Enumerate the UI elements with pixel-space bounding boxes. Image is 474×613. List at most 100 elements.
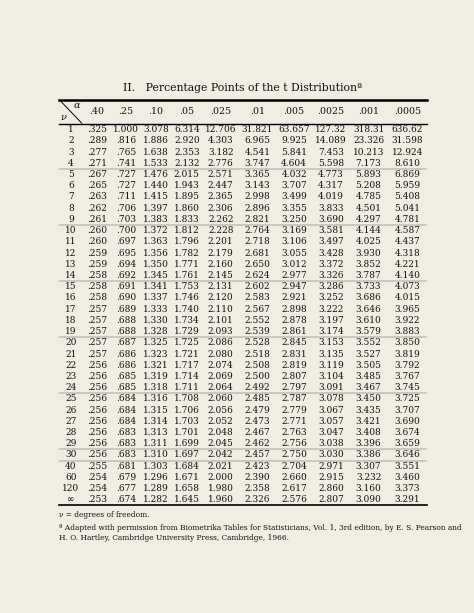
Text: 2.074: 2.074 <box>208 360 234 370</box>
Text: 8: 8 <box>68 204 74 213</box>
Text: 1.761: 1.761 <box>174 271 200 280</box>
Text: .727: .727 <box>116 170 136 179</box>
Text: 1.796: 1.796 <box>174 237 200 246</box>
Text: 2.528: 2.528 <box>245 338 270 348</box>
Text: .256: .256 <box>87 394 107 403</box>
Text: 1.703: 1.703 <box>174 417 200 426</box>
Text: .0005: .0005 <box>394 107 421 116</box>
Text: .256: .256 <box>87 372 107 381</box>
Text: 3.850: 3.850 <box>394 338 420 348</box>
Text: .256: .256 <box>87 360 107 370</box>
Text: 2.447: 2.447 <box>208 181 234 190</box>
Text: 2.787: 2.787 <box>281 394 307 403</box>
Text: 3.579: 3.579 <box>356 327 382 336</box>
Text: 4.501: 4.501 <box>356 204 382 213</box>
Text: 5.841: 5.841 <box>281 148 307 156</box>
Text: 2.756: 2.756 <box>281 440 307 448</box>
Text: .256: .256 <box>87 451 107 460</box>
Text: 2.093: 2.093 <box>208 327 234 336</box>
Text: 1.812: 1.812 <box>174 226 200 235</box>
Text: 3.106: 3.106 <box>281 237 307 246</box>
Text: 3.499: 3.499 <box>281 192 307 202</box>
Text: 2.947: 2.947 <box>281 282 307 291</box>
Text: 25: 25 <box>65 394 77 403</box>
Text: 1.638: 1.638 <box>143 148 169 156</box>
Text: 3.153: 3.153 <box>318 338 344 348</box>
Text: 1.314: 1.314 <box>143 417 169 426</box>
Text: 3.767: 3.767 <box>394 372 420 381</box>
Text: 2.567: 2.567 <box>245 305 270 314</box>
Text: .10: .10 <box>148 107 164 116</box>
Text: 1.313: 1.313 <box>143 428 169 437</box>
Text: 2.617: 2.617 <box>281 484 307 493</box>
Text: 1.383: 1.383 <box>143 215 169 224</box>
Text: 4.785: 4.785 <box>356 192 382 202</box>
Text: .684: .684 <box>116 417 136 426</box>
Text: 1.282: 1.282 <box>143 495 169 504</box>
Text: 2.921: 2.921 <box>282 294 307 302</box>
Text: 2.571: 2.571 <box>208 170 234 179</box>
Text: 1.895: 1.895 <box>174 192 200 202</box>
Text: .694: .694 <box>116 260 136 268</box>
Text: 1.697: 1.697 <box>174 451 200 460</box>
Text: 3.286: 3.286 <box>318 282 344 291</box>
Text: 2.508: 2.508 <box>245 360 270 370</box>
Text: 2.179: 2.179 <box>208 248 234 257</box>
Text: .765: .765 <box>116 148 136 156</box>
Text: .690: .690 <box>116 294 136 302</box>
Text: 1.310: 1.310 <box>143 451 169 460</box>
Text: 3.460: 3.460 <box>394 473 420 482</box>
Text: 1.397: 1.397 <box>143 204 169 213</box>
Text: 2.763: 2.763 <box>282 428 307 437</box>
Text: 2.000: 2.000 <box>208 473 234 482</box>
Text: 2.998: 2.998 <box>245 192 270 202</box>
Text: 2.365: 2.365 <box>208 192 234 202</box>
Text: 30: 30 <box>65 451 76 460</box>
Text: .674: .674 <box>116 495 136 504</box>
Text: 3.745: 3.745 <box>394 383 420 392</box>
Text: 23.326: 23.326 <box>353 136 384 145</box>
Text: .257: .257 <box>87 305 107 314</box>
Text: .256: .256 <box>87 383 107 392</box>
Text: 2.021: 2.021 <box>208 462 234 471</box>
Text: .258: .258 <box>87 271 107 280</box>
Text: 3.160: 3.160 <box>356 484 382 493</box>
Text: ν: ν <box>60 113 66 122</box>
Text: 2.920: 2.920 <box>174 136 200 145</box>
Text: 2.485: 2.485 <box>245 394 270 403</box>
Text: 3.090: 3.090 <box>356 495 382 504</box>
Text: 1.701: 1.701 <box>174 428 200 437</box>
Text: .40: .40 <box>90 107 104 116</box>
Text: 2.539: 2.539 <box>245 327 270 336</box>
Text: 4.032: 4.032 <box>282 170 307 179</box>
Text: .256: .256 <box>87 440 107 448</box>
Text: 3.551: 3.551 <box>394 462 420 471</box>
Text: 3.067: 3.067 <box>318 406 344 414</box>
Text: 10: 10 <box>65 226 77 235</box>
Text: .255: .255 <box>87 462 107 471</box>
Text: 2.131: 2.131 <box>208 282 234 291</box>
Text: ∞: ∞ <box>67 495 74 504</box>
Text: 2.602: 2.602 <box>245 282 270 291</box>
Text: 2.831: 2.831 <box>282 349 307 359</box>
Text: 2.358: 2.358 <box>245 484 270 493</box>
Text: 3.833: 3.833 <box>318 204 344 213</box>
Text: 1.860: 1.860 <box>174 204 200 213</box>
Text: 5.041: 5.041 <box>394 204 420 213</box>
Text: 2.681: 2.681 <box>245 248 270 257</box>
Text: 3.373: 3.373 <box>394 484 420 493</box>
Text: 2.390: 2.390 <box>245 473 270 482</box>
Text: 4.604: 4.604 <box>281 159 307 168</box>
Text: 2.060: 2.060 <box>208 394 234 403</box>
Text: 2.069: 2.069 <box>208 372 234 381</box>
Text: 12.706: 12.706 <box>205 125 237 134</box>
Text: 1.325: 1.325 <box>143 338 169 348</box>
Text: 2.704: 2.704 <box>281 462 307 471</box>
Text: 1.350: 1.350 <box>143 260 169 268</box>
Text: .256: .256 <box>87 406 107 414</box>
Text: 2.845: 2.845 <box>281 338 307 348</box>
Text: 4: 4 <box>68 159 74 168</box>
Text: 2.878: 2.878 <box>281 316 307 325</box>
Text: 1.333: 1.333 <box>143 305 169 314</box>
Text: ν = degrees of freedom.: ν = degrees of freedom. <box>59 511 150 519</box>
